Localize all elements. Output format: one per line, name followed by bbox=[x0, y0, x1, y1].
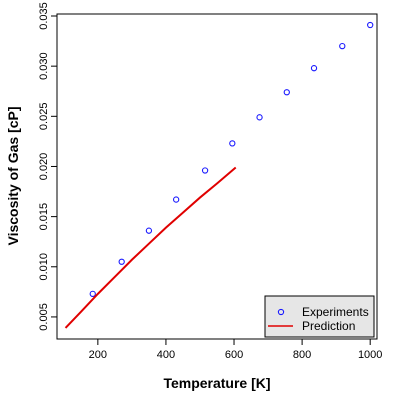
experiment-point bbox=[229, 140, 236, 147]
experiment-point bbox=[118, 258, 125, 265]
legend-box bbox=[264, 295, 375, 338]
plot-frame bbox=[56, 13, 378, 340]
experiment-point bbox=[172, 196, 180, 203]
y-tick-label: 0.015 bbox=[38, 203, 50, 231]
x-tick-label: 600 bbox=[225, 349, 243, 361]
experiment-point bbox=[256, 114, 263, 121]
y-tick-label: 0.035 bbox=[38, 2, 50, 30]
y-axis-title: Viscosity of Gas [cP] bbox=[5, 106, 21, 245]
x-tick-label: 200 bbox=[89, 349, 107, 361]
experiment-point bbox=[201, 167, 209, 174]
experiment-point bbox=[283, 89, 290, 96]
marks-layer bbox=[64, 21, 374, 329]
legend-prediction-label: Prediction bbox=[302, 319, 355, 333]
legend-experiments-label: Experiments bbox=[302, 305, 369, 319]
experiment-point bbox=[89, 290, 96, 298]
experiment-point bbox=[310, 65, 318, 72]
legend: Experiments Prediction bbox=[264, 295, 375, 338]
y-tick-label: 0.030 bbox=[38, 52, 50, 80]
legend-experiments-marker bbox=[277, 308, 285, 316]
x-axis-title: Temperature [K] bbox=[163, 375, 270, 391]
experiment-point bbox=[367, 21, 374, 29]
y-tick-label: 0.020 bbox=[38, 153, 50, 181]
x-tick-label: 1000 bbox=[358, 349, 382, 361]
x-tick-label: 800 bbox=[293, 349, 311, 361]
y-tick-label: 0.010 bbox=[38, 253, 50, 281]
experiment-point bbox=[145, 227, 153, 234]
x-tick-label: 400 bbox=[157, 349, 175, 361]
y-tick-label: 0.025 bbox=[38, 103, 50, 131]
prediction-line bbox=[64, 166, 237, 329]
ticks-layer: 200 400 600 800 1000 0.005 0.010 0.015 0.020 0.02… bbox=[38, 2, 382, 361]
y-tick-label: 0.005 bbox=[38, 303, 50, 331]
experiment-point bbox=[339, 42, 346, 50]
